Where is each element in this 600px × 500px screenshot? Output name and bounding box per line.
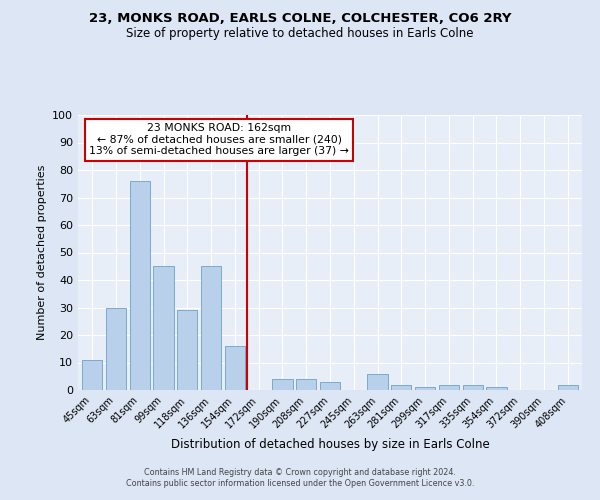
Bar — [225, 346, 245, 390]
Bar — [296, 379, 316, 390]
Bar — [439, 384, 459, 390]
Text: 23, MONKS ROAD, EARLS COLNE, COLCHESTER, CO6 2RY: 23, MONKS ROAD, EARLS COLNE, COLCHESTER,… — [89, 12, 511, 26]
Bar — [557, 384, 578, 390]
Bar — [201, 266, 221, 390]
Bar — [106, 308, 126, 390]
Text: Contains HM Land Registry data © Crown copyright and database right 2024.
Contai: Contains HM Land Registry data © Crown c… — [126, 468, 474, 487]
Bar — [177, 310, 197, 390]
Bar — [320, 382, 340, 390]
X-axis label: Distribution of detached houses by size in Earls Colne: Distribution of detached houses by size … — [170, 438, 490, 451]
Bar — [272, 379, 293, 390]
Text: Size of property relative to detached houses in Earls Colne: Size of property relative to detached ho… — [126, 28, 474, 40]
Bar — [130, 181, 150, 390]
Bar — [154, 266, 173, 390]
Bar — [391, 384, 412, 390]
Bar — [415, 387, 435, 390]
Y-axis label: Number of detached properties: Number of detached properties — [37, 165, 47, 340]
Bar — [487, 387, 506, 390]
Bar — [463, 384, 483, 390]
Text: 23 MONKS ROAD: 162sqm
← 87% of detached houses are smaller (240)
13% of semi-det: 23 MONKS ROAD: 162sqm ← 87% of detached … — [89, 123, 349, 156]
Bar — [82, 360, 103, 390]
Bar — [367, 374, 388, 390]
